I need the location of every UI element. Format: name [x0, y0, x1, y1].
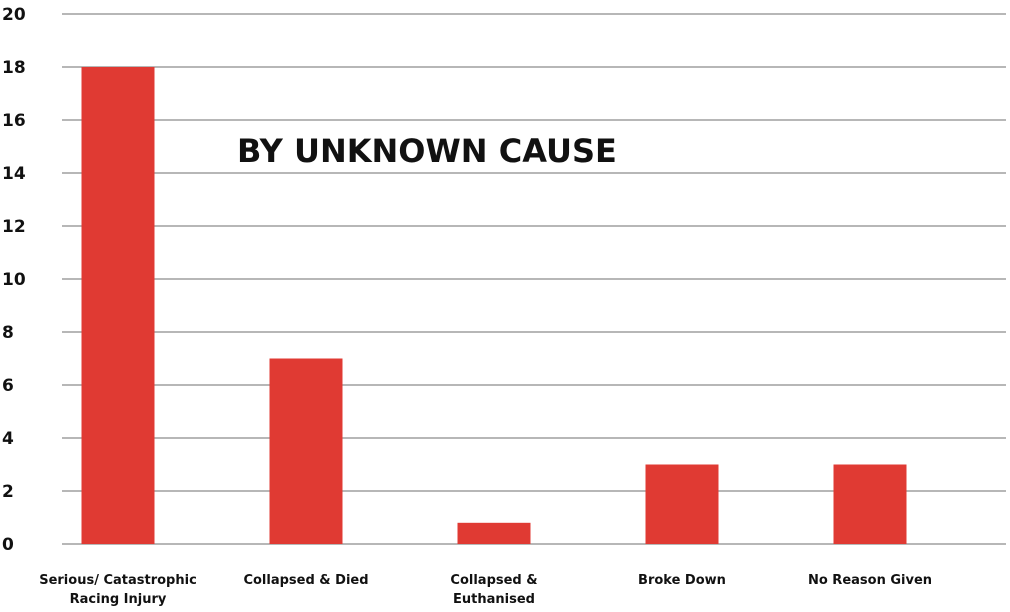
- y-tick-label: 12: [2, 217, 26, 237]
- x-category-label-line: Serious/ Catastrophic: [39, 573, 197, 588]
- bar-1: [269, 358, 343, 544]
- bar-0: [81, 67, 155, 544]
- x-category-label: Broke Down: [638, 573, 726, 588]
- y-tick-label: 2: [2, 482, 14, 502]
- x-category-label-line: Broke Down: [638, 573, 726, 588]
- y-tick-label: 4: [2, 429, 14, 449]
- y-tick-label: 0: [2, 535, 14, 555]
- bar-2: [457, 522, 531, 544]
- y-tick-label: 10: [2, 270, 26, 290]
- x-category-label-line: Collapsed &: [450, 573, 537, 588]
- x-category-label-line: Racing Injury: [70, 592, 167, 607]
- bar-4: [833, 464, 907, 544]
- x-category-label-line: No Reason Given: [808, 573, 932, 588]
- x-category-label: No Reason Given: [808, 573, 932, 588]
- bar-3: [645, 464, 719, 544]
- x-category-label: Collapsed & Died: [243, 573, 368, 588]
- x-category-label: Collapsed & Euthanised: [450, 573, 537, 607]
- y-tick-label: 14: [2, 164, 26, 184]
- x-category-label: Serious/ Catastrophic Racing Injury: [39, 573, 197, 607]
- y-tick-label: 18: [2, 58, 26, 78]
- y-tick-label: 16: [2, 111, 26, 131]
- gridlines: [62, 13, 1006, 545]
- x-category-label-line: Euthanised: [453, 592, 535, 607]
- x-category-label-line: Collapsed & Died: [243, 573, 368, 588]
- chart-title: BY UNKNOWN CAUSE: [237, 132, 617, 170]
- y-tick-label: 6: [2, 376, 14, 396]
- y-tick-label: 8: [2, 323, 14, 343]
- y-axis-ticks: 0 2 4 6 8 10 12 14 16 18 20: [2, 5, 26, 555]
- y-tick-label: 20: [2, 5, 26, 25]
- x-axis-categories: Serious/ Catastrophic Racing Injury Collap…: [39, 573, 932, 607]
- bars: [81, 67, 907, 544]
